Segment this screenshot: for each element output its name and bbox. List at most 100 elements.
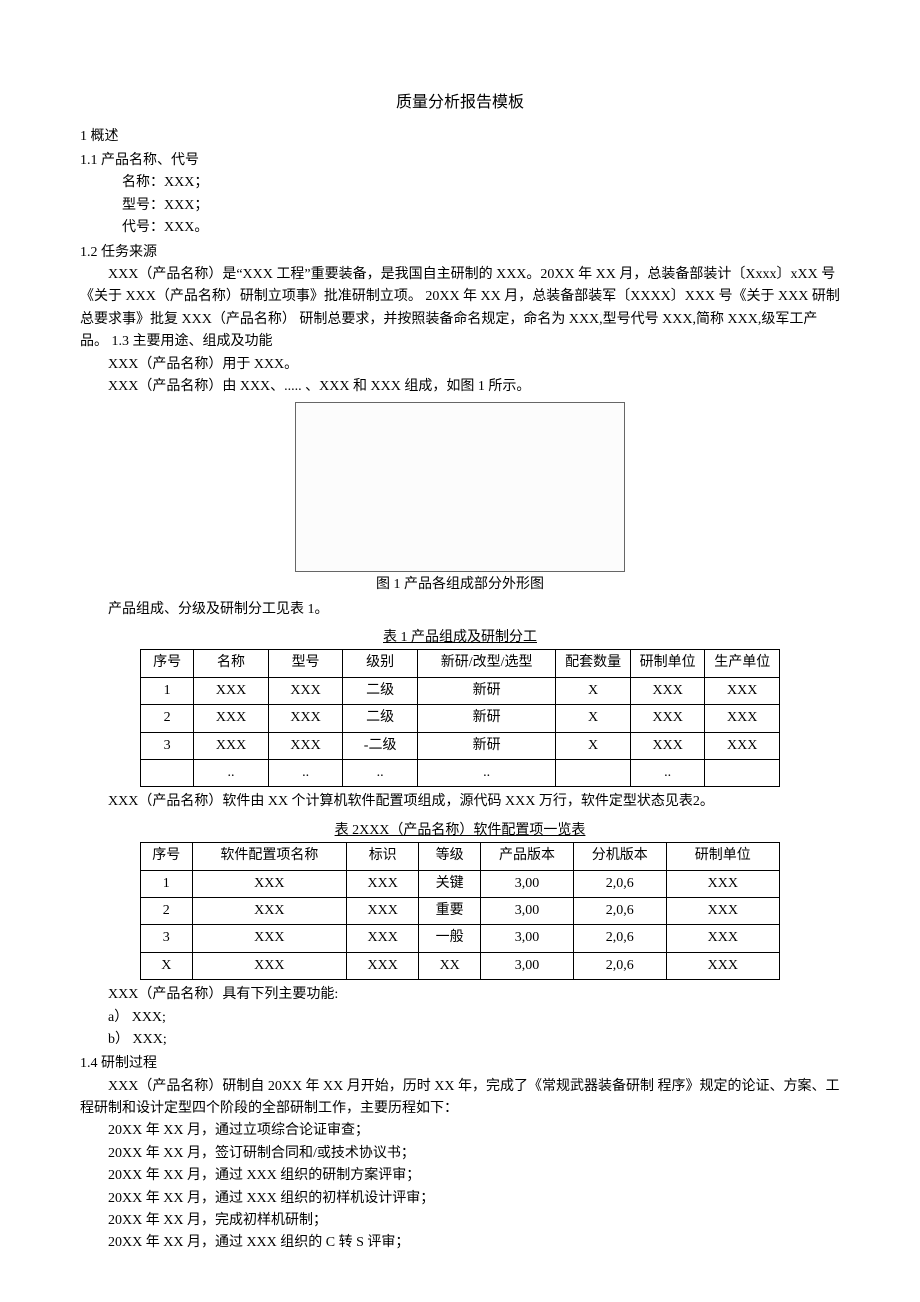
table-cell: XXX [347, 952, 419, 979]
table-cell [141, 760, 194, 787]
table-cell: XXX [194, 732, 269, 759]
table-cell: XXX [194, 677, 269, 704]
table-cell: 二级 [343, 705, 418, 732]
table-header-cell: 分机版本 [573, 843, 666, 870]
table-header-cell: 软件配置项名称 [192, 843, 347, 870]
s12-para-2: XXX（产品名称）用于 XXX。 [80, 354, 840, 376]
table-cell: .. [268, 760, 343, 787]
table-header-cell: 新研/改型/选型 [417, 650, 555, 677]
table-1-head: 序号名称型号级别新研/改型/选型配套数量研制单位生产单位 [141, 650, 780, 677]
after-table2-l2: a） XXX; [80, 1007, 840, 1029]
table-cell: XXX [192, 870, 347, 897]
table-cell: 1 [141, 870, 193, 897]
s11-line-code: 代号：XXX。 [80, 217, 840, 239]
section-1: 1 概述 [80, 126, 840, 148]
section-1-1: 1.1 产品名称、代号 [80, 150, 840, 172]
table-cell: 3,00 [481, 897, 574, 924]
table-cell: XXX [666, 870, 779, 897]
table-header-cell: 生产单位 [705, 650, 780, 677]
figure-1-placeholder [295, 402, 625, 572]
table-cell: .. [343, 760, 418, 787]
table-cell: 2,0,6 [573, 897, 666, 924]
section-1-2: 1.2 任务来源 [80, 242, 840, 264]
table-cell [556, 760, 631, 787]
table-cell: -二级 [343, 732, 418, 759]
table-2-body: 1XXXXXX关键3,002,0,6XXX2XXXXXX重要3,002,0,6X… [141, 870, 780, 980]
s14-line-1: 20XX 年 XX 月，通过立项综合论证审查； [80, 1120, 840, 1142]
table-row: 3XXXXXX一般3,002,0,6XXX [141, 925, 780, 952]
table-cell: 一般 [419, 925, 481, 952]
after-table1-text: XXX（产品名称）软件由 XX 个计算机软件配置项组成，源代码 XXX 万行，软… [80, 791, 840, 813]
table-cell: 3 [141, 925, 193, 952]
table-cell: X [556, 732, 631, 759]
table-cell: 3,00 [481, 952, 574, 979]
table-cell: X [556, 705, 631, 732]
table-header-cell: 产品版本 [481, 843, 574, 870]
after-table2-l3: b） XXX; [80, 1029, 840, 1051]
s11-line-name: 名称：XXX； [80, 172, 840, 194]
s14-line-5: 20XX 年 XX 月，完成初样机研制； [80, 1210, 840, 1232]
table-cell: 3 [141, 732, 194, 759]
table-cell: XXX [666, 925, 779, 952]
table-cell: XXX [705, 677, 780, 704]
s14-line-3: 20XX 年 XX 月，通过 XXX 组织的研制方案评审； [80, 1165, 840, 1187]
after-table2-l1: XXX（产品名称）具有下列主要功能: [80, 984, 840, 1006]
table-cell: XXX [666, 952, 779, 979]
table-cell: 3,00 [481, 925, 574, 952]
figure-1-caption: 图 1 产品各组成部分外形图 [80, 574, 840, 596]
table-cell: XXX [268, 677, 343, 704]
table-header-cell: 标识 [347, 843, 419, 870]
table-row: XXXXXXXXX3,002,0,6XXX [141, 952, 780, 979]
section-1-4: 1.4 研制过程 [80, 1053, 840, 1075]
table-1-caption: 表 1 产品组成及研制分工 [80, 627, 840, 649]
table-cell: XXX [192, 952, 347, 979]
table-cell: 关键 [419, 870, 481, 897]
table-header-cell: 型号 [268, 650, 343, 677]
table-cell: 2,0,6 [573, 925, 666, 952]
table-cell: XXX [192, 925, 347, 952]
s14-line-4: 20XX 年 XX 月，通过 XXX 组织的初样机设计评审； [80, 1188, 840, 1210]
table-cell: .. [417, 760, 555, 787]
table-cell: .. [630, 760, 705, 787]
table-row: 2XXXXXX二级新研XXXXXXX [141, 705, 780, 732]
table-cell: 1 [141, 677, 194, 704]
table-header-cell: 配套数量 [556, 650, 631, 677]
table-cell: XXX [630, 705, 705, 732]
table-header-cell: 研制单位 [666, 843, 779, 870]
table-cell: XXX [347, 925, 419, 952]
table-cell: XXX [192, 897, 347, 924]
table-cell: XXX [630, 732, 705, 759]
table-cell: 2 [141, 705, 194, 732]
table-cell: 重要 [419, 897, 481, 924]
table-cell: X [556, 677, 631, 704]
table-cell: XXX [347, 897, 419, 924]
table-header-cell: 名称 [194, 650, 269, 677]
table-row: 1XXXXXX关键3,002,0,6XXX [141, 870, 780, 897]
table-cell: XXX [268, 705, 343, 732]
table-cell: 新研 [417, 677, 555, 704]
table-cell: XXX [194, 705, 269, 732]
table-1: 序号名称型号级别新研/改型/选型配套数量研制单位生产单位 1XXXXXX二级新研… [140, 649, 780, 787]
table-header-cell: 序号 [141, 650, 194, 677]
table-row: 3XXXXXX-二级新研XXXXXXX [141, 732, 780, 759]
table-header-cell: 等级 [419, 843, 481, 870]
s14-para-1: XXX（产品名称）研制自 20XX 年 XX 月开始，历时 XX 年，完成了《常… [80, 1076, 840, 1121]
s11-line-model: 型号：XXX； [80, 195, 840, 217]
table-row: .......... [141, 760, 780, 787]
s14-line-2: 20XX 年 XX 月，签订研制合同和/或技术协议书； [80, 1143, 840, 1165]
table-cell: XXX [666, 897, 779, 924]
table-header-cell: 级别 [343, 650, 418, 677]
table-cell: XXX [705, 732, 780, 759]
after-fig1-text: 产品组成、分级及研制分工见表 1。 [80, 599, 840, 621]
s12-para-1: XXX（产品名称）是“XXX 工程”重要装备，是我国自主研制的 XXX。20XX… [80, 264, 840, 354]
table-cell [705, 760, 780, 787]
table-cell: XX [419, 952, 481, 979]
table-cell: 2 [141, 897, 193, 924]
table-cell: 新研 [417, 705, 555, 732]
table-cell: .. [194, 760, 269, 787]
table-cell: XXX [705, 705, 780, 732]
table-2-caption: 表 2XXX（产品名称）软件配置项一览表 [80, 820, 840, 842]
table-row: 2XXXXXX重要3,002,0,6XXX [141, 897, 780, 924]
table-header-cell: 序号 [141, 843, 193, 870]
table-2-head: 序号软件配置项名称标识等级产品版本分机版本研制单位 [141, 843, 780, 870]
